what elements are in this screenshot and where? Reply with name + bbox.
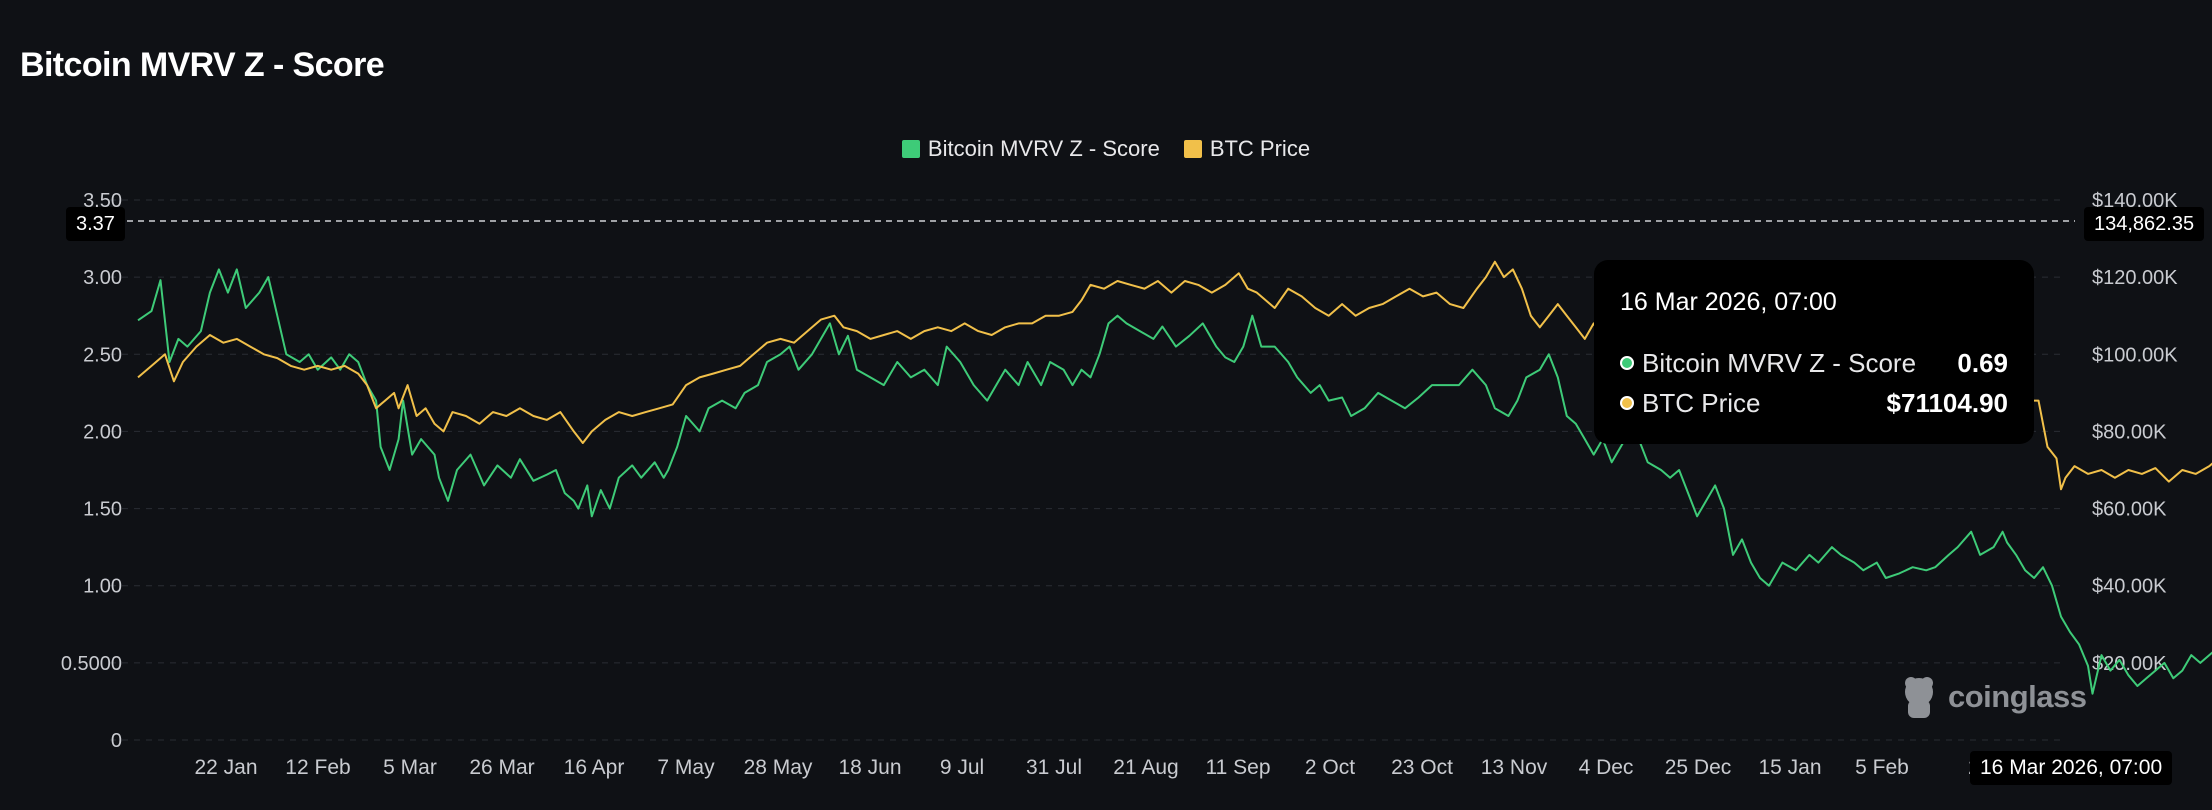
x-tick-label: 22 Jan [194, 756, 257, 779]
x-tick-label: 4 Dec [1579, 756, 1634, 779]
x-tick-label: 9 Jul [940, 756, 984, 779]
coinglass-logo-icon [1905, 677, 1933, 718]
x-tick-label: 7 May [657, 756, 715, 779]
page-title: Bitcoin MVRV Z - Score [20, 46, 385, 84]
x-tick-label: 12 Feb [285, 756, 350, 779]
x-tick-label: 13 Nov [1481, 756, 1548, 779]
tooltip-label-mvrv: Bitcoin MVRV Z - Score [1642, 347, 1917, 378]
y-left-tick-label: 2.00 [83, 421, 122, 443]
legend-swatch-mvrv [901, 140, 920, 158]
watermark-text: coinglass [1948, 679, 2087, 714]
tooltip-dot-mvrv [1620, 356, 1634, 370]
grid-lines [110, 199, 2065, 741]
chart-legend: Bitcoin MVRV Z - Score BTC Price [0, 136, 2212, 162]
tooltip-row-btc-price: BTC Price $71104.90 [1620, 383, 2008, 423]
crosshair-date-label: 16 Mar 2026, 07:00 [1970, 751, 2173, 785]
x-tick-label: 18 Jun [838, 756, 901, 779]
x-tick-label: 5 Feb [1855, 756, 1909, 779]
y-right-tick-label: $60.00K [2092, 499, 2167, 521]
x-tick-label: 2 Oct [1305, 756, 1355, 779]
y-right-tick-label: $100.00K [2092, 344, 2178, 366]
x-tick-label: 28 May [744, 756, 813, 779]
y-left-tick-label: 0 [111, 730, 122, 752]
crosshair-left-value: 3.37 [66, 207, 125, 241]
tooltip-value-btc-price: $71104.90 [1886, 387, 2008, 418]
legend-item-mvrv[interactable]: Bitcoin MVRV Z - Score [901, 136, 1160, 162]
crosshair [116, 220, 2075, 222]
y-right-tick-label: $40.00K [2092, 576, 2167, 598]
x-tick-label: 23 Oct [1391, 756, 1453, 779]
legend-label-mvrv: Bitcoin MVRV Z - Score [927, 136, 1160, 161]
y-left-tick-label: 1.00 [83, 576, 122, 598]
legend-item-btc-price[interactable]: BTC Price [1183, 136, 1311, 162]
y-left-tick-label: 1.50 [83, 499, 122, 521]
x-tick-label: 5 Mar [383, 756, 437, 779]
tooltip-value-mvrv: 0.69 [1957, 347, 2008, 378]
tooltip-date: 16 Mar 2026, 07:00 [1620, 288, 1837, 316]
x-tick-label: 16 Apr [564, 756, 625, 779]
y-axis-right: $20.00K $40.00K $60.00K $80.00K $100.00K $120… [2092, 190, 2178, 675]
x-tick-label: 25 Dec [1665, 756, 1732, 779]
x-tick-label: 15 Jan [1758, 756, 1821, 779]
y-left-tick-label: 0.5000 [61, 653, 122, 675]
y-right-tick-label: $20.00K [2092, 653, 2167, 675]
x-tick-label: 21 Aug [1113, 756, 1178, 779]
tooltip-row-mvrv: Bitcoin MVRV Z - Score 0.69 [1620, 343, 2008, 383]
y-left-tick-label: 3.00 [83, 267, 122, 289]
y-right-tick-label: $120.00K [2092, 267, 2178, 289]
y-axis-left: 0 0.5000 1.00 1.50 2.00 2.50 3.00 3.50 [61, 190, 122, 752]
x-tick-label: 26 Mar [469, 756, 534, 779]
x-tick-label: 31 Jul [1026, 756, 1082, 779]
legend-label-btc-price: BTC Price [1209, 136, 1311, 161]
tooltip-dot-btc-price [1620, 396, 1634, 410]
legend-swatch-btc-price [1183, 140, 1202, 158]
tooltip-label-btc-price: BTC Price [1642, 387, 1761, 418]
y-right-tick-label: $140.00K [2092, 190, 2178, 212]
x-axis: 22 Jan 12 Feb 5 Mar 26 Mar 16 Apr 7 May 28 May… [194, 756, 1979, 779]
y-right-tick-label: $80.00K [2092, 421, 2167, 443]
tooltip: 16 Mar 2026, 07:00 Bitcoin MVRV Z - Scor… [1594, 260, 2034, 444]
watermark: coinglass [1898, 674, 2087, 720]
crosshair-right-value: 134,862.35 [2084, 207, 2205, 241]
x-tick-label: 11 Sep [1206, 756, 1271, 779]
y-left-tick-label: 2.50 [83, 344, 122, 366]
y-left-tick-label: 3.50 [83, 190, 122, 212]
series-mvrv-line [137, 268, 2212, 695]
